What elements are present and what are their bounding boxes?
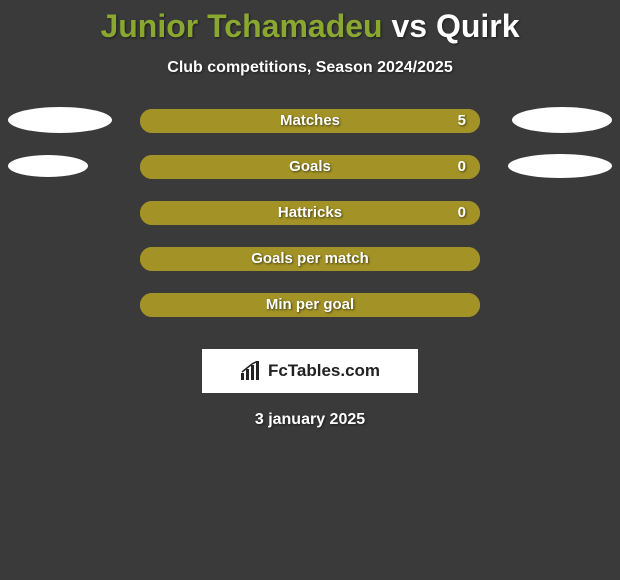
stat-label: Matches — [140, 109, 480, 133]
stat-row: Goals per match — [0, 247, 620, 293]
stat-rows: Matches5Goals0Hattricks0Goals per matchM… — [0, 109, 620, 339]
stat-row: Min per goal — [0, 293, 620, 339]
player2-name: Quirk — [436, 8, 520, 44]
stat-label: Hattricks — [140, 201, 480, 225]
stat-value: 0 — [458, 155, 466, 179]
right-ellipse — [512, 107, 612, 133]
subtitle: Club competitions, Season 2024/2025 — [0, 59, 620, 77]
stat-label: Goals — [140, 155, 480, 179]
stat-row: Hattricks0 — [0, 201, 620, 247]
stat-value: 5 — [458, 109, 466, 133]
stat-row: Matches5 — [0, 109, 620, 155]
comparison-title: Junior Tchamadeu vs Quirk — [0, 0, 620, 45]
stat-bar: Goals0 — [140, 155, 480, 179]
stat-label: Min per goal — [140, 293, 480, 317]
stat-bar: Hattricks0 — [140, 201, 480, 225]
stat-row: Goals0 — [0, 155, 620, 201]
stat-label: Goals per match — [140, 247, 480, 271]
left-ellipse — [8, 107, 112, 133]
fctables-logo: FcTables.com — [202, 349, 418, 393]
stat-bar: Min per goal — [140, 293, 480, 317]
stat-value: 0 — [458, 201, 466, 225]
date-text: 3 january 2025 — [0, 411, 620, 429]
left-ellipse — [8, 155, 88, 177]
chart-icon — [240, 361, 262, 381]
stat-bar: Matches5 — [140, 109, 480, 133]
logo-text: FcTables.com — [268, 361, 380, 381]
stat-bar: Goals per match — [140, 247, 480, 271]
right-ellipse — [508, 154, 612, 178]
player1-name: Junior Tchamadeu — [100, 8, 382, 44]
vs-word: vs — [391, 8, 427, 44]
